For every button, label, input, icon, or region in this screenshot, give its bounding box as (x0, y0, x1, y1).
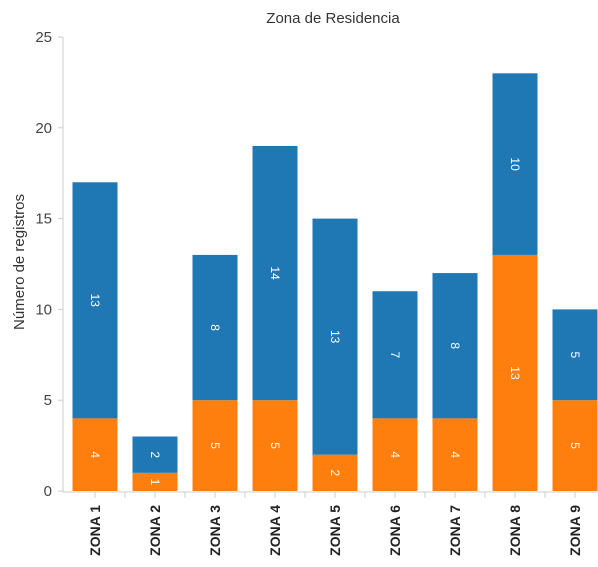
bar-orange (312, 454, 358, 491)
bar-value-label: 14 (268, 266, 282, 280)
bar-orange (492, 254, 538, 491)
bar-blue (312, 218, 358, 455)
y-tick-label: 20 (35, 120, 52, 137)
chart-title: Zona de Residencia (266, 10, 400, 27)
bar-value-label: 4 (388, 451, 402, 458)
y-axis-label: Número de registros (11, 194, 28, 330)
bar-blue (72, 182, 118, 419)
x-tick-label: ZONA 5 (327, 505, 343, 556)
bar-value-label: 8 (448, 342, 462, 349)
bar-value-label: 13 (508, 366, 522, 380)
x-tick-label: ZONA 1 (87, 505, 103, 556)
bar-blue (132, 436, 178, 473)
bar-orange (252, 400, 298, 491)
bar-orange (372, 418, 418, 491)
bar-value-label: 13 (88, 294, 102, 308)
bar-value-label: 5 (568, 442, 582, 449)
x-ticks: ZONA 1 ZONA 2 ZONA 3 ZONA 4 ZONA 5 ZONA 6 ZONA… (87, 492, 583, 556)
bar-value-label: 2 (148, 451, 162, 458)
bar-blue (552, 309, 598, 401)
x-tick-label: ZONA 8 (507, 505, 523, 556)
x-tick-label: ZONA 2 (147, 505, 163, 556)
bar-orange (192, 400, 238, 491)
y-tick-label: 15 (35, 211, 52, 228)
bar-orange (432, 418, 478, 491)
bar-value-label: 10 (508, 157, 522, 171)
x-tick-label: ZONA 6 (387, 505, 403, 556)
bar-blue (372, 291, 418, 419)
bar-blue (492, 73, 538, 255)
bar-blue (252, 145, 298, 401)
bar-value-label: 1 (148, 479, 162, 486)
x-tick-label: ZONA 7 (447, 505, 463, 556)
bar-blue (432, 273, 478, 419)
bar-value-label: 5 (208, 442, 222, 449)
y-tick-label: 5 (44, 392, 52, 409)
bar-orange (132, 472, 178, 491)
bar-value-label: 4 (448, 451, 462, 458)
y-ticks: 0 5 10 15 20 25 (35, 29, 63, 500)
bar-value-label: 8 (208, 324, 222, 331)
bar-blue (192, 254, 238, 401)
x-tick-label: ZONA 3 (207, 505, 223, 556)
bars: 4 13 1 2 5 8 5 14 2 13 4 7 4 8 13 10 5 5 (72, 73, 598, 491)
bar-value-label: 13 (328, 330, 342, 344)
bar-value-label: 4 (88, 451, 102, 458)
x-tick-label: ZONA 9 (567, 505, 583, 556)
bar-value-label: 5 (268, 442, 282, 449)
bar-orange (72, 418, 118, 491)
bar-value-label: 5 (568, 351, 582, 358)
bar-value-label: 2 (328, 469, 342, 476)
bar-value-label: 7 (388, 351, 402, 358)
y-tick-label: 25 (35, 29, 52, 46)
y-tick-label: 0 (44, 483, 52, 500)
x-tick-label: ZONA 4 (267, 505, 283, 556)
y-tick-label: 10 (35, 301, 52, 318)
bar-orange (552, 400, 598, 491)
